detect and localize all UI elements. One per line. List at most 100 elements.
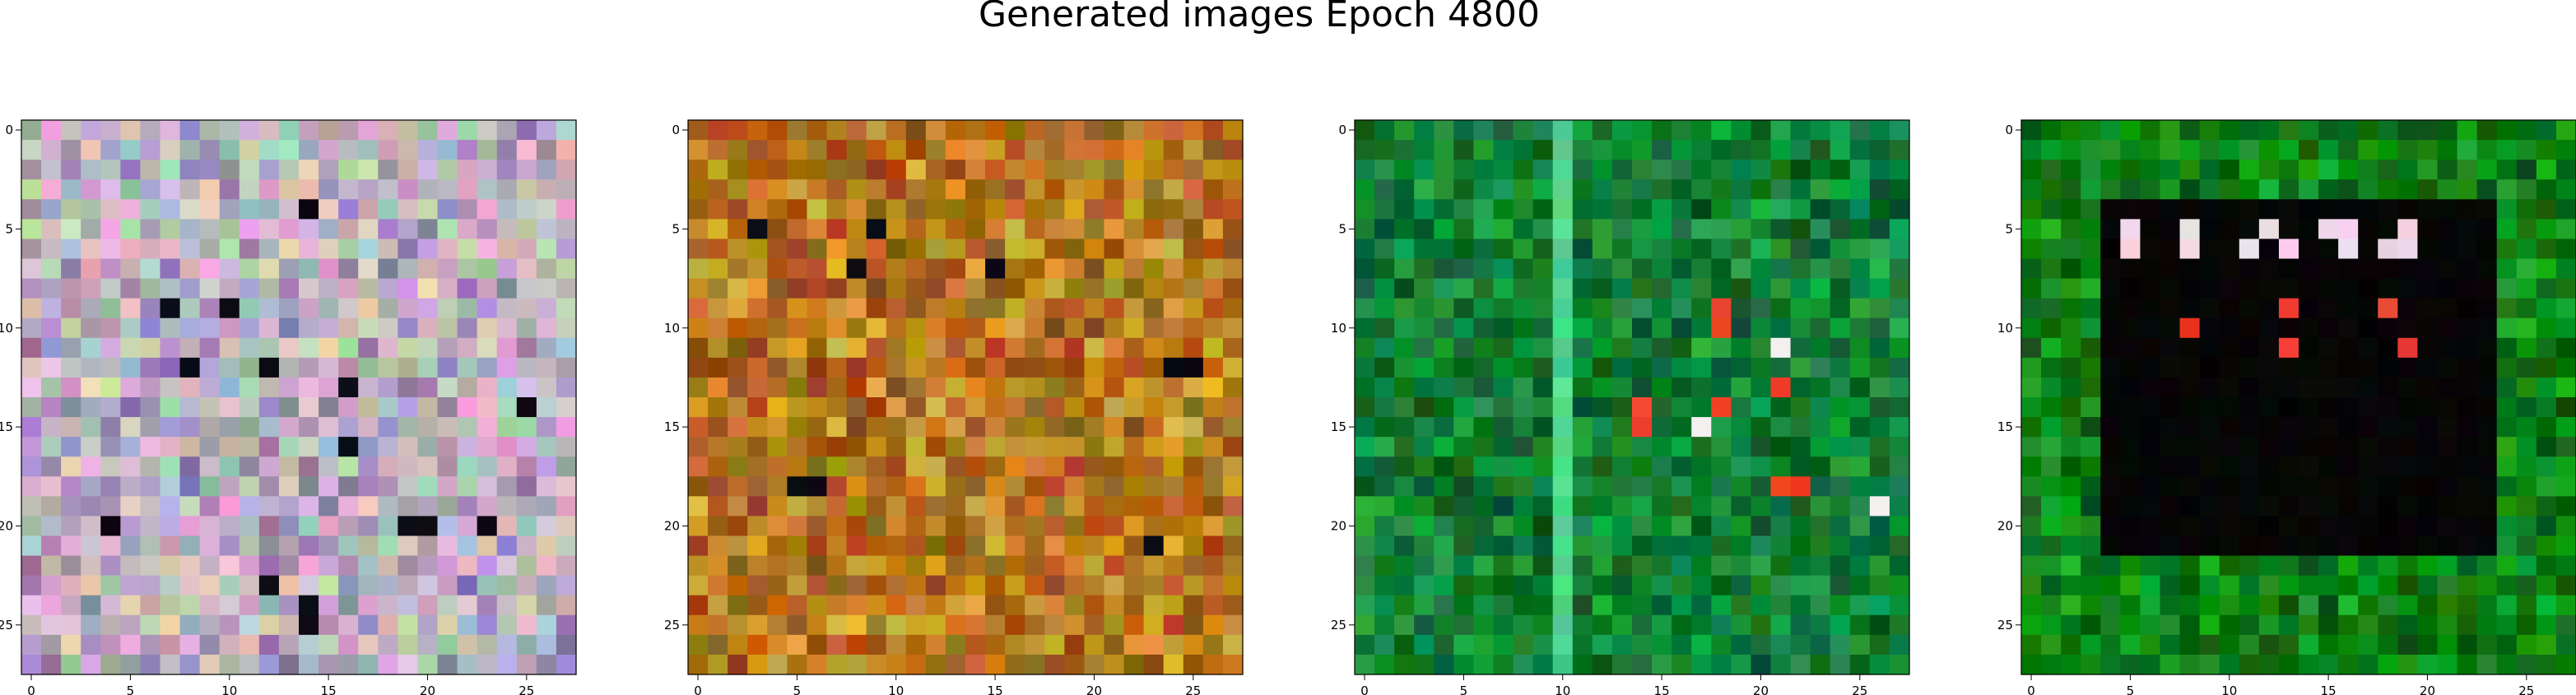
pixel-cell bbox=[2457, 160, 2478, 180]
pixel-cell bbox=[61, 575, 81, 596]
pixel-cell bbox=[1202, 496, 1224, 517]
pixel-cell bbox=[708, 397, 728, 418]
pixel-cell bbox=[1751, 634, 1772, 656]
pixel-cell bbox=[2516, 417, 2537, 438]
pixel-cell bbox=[1025, 219, 1045, 240]
pixel-cell bbox=[120, 219, 142, 240]
pixel-cell bbox=[1104, 199, 1125, 220]
pixel-cell bbox=[1572, 317, 1593, 339]
pixel-cell bbox=[516, 298, 537, 319]
pixel-cell bbox=[807, 496, 828, 517]
pixel-cell bbox=[905, 496, 927, 517]
pixel-cell bbox=[2476, 258, 2498, 280]
pixel-cell bbox=[905, 555, 927, 577]
pixel-cell bbox=[2199, 417, 2220, 438]
pixel-cell bbox=[417, 140, 439, 160]
pixel-cell bbox=[2437, 555, 2458, 577]
pixel-cell bbox=[1044, 239, 1065, 260]
pixel-cell bbox=[81, 614, 101, 636]
pixel-cell bbox=[1025, 595, 1045, 616]
pixel-cell bbox=[1143, 634, 1165, 656]
pixel-cell bbox=[417, 258, 439, 280]
pixel-cell bbox=[2160, 278, 2181, 299]
pixel-cell bbox=[1084, 634, 1105, 656]
pixel-cell bbox=[1889, 476, 1910, 497]
pixel-cell bbox=[258, 357, 280, 378]
pixel-cell bbox=[1143, 555, 1165, 577]
pixel-cell bbox=[219, 516, 240, 537]
pixel-cell bbox=[120, 377, 142, 398]
pixel-cell bbox=[239, 516, 260, 537]
pixel-cell bbox=[437, 516, 458, 537]
pixel-cell bbox=[2278, 377, 2299, 398]
pixel-cell bbox=[1222, 555, 1244, 577]
pixel-cell bbox=[536, 317, 557, 339]
pixel-cell bbox=[1770, 555, 1792, 577]
pixel-cell bbox=[1572, 634, 1593, 656]
pixel-cell bbox=[1632, 278, 1653, 299]
x-tick-label: 25 bbox=[518, 683, 534, 695]
pixel-cell bbox=[1889, 317, 1910, 339]
pixel-cell bbox=[457, 278, 478, 299]
pixel-cell bbox=[2160, 298, 2181, 319]
pixel-cell bbox=[1513, 337, 1534, 359]
pixel-cell bbox=[1374, 397, 1395, 418]
pixel-cell bbox=[2516, 595, 2537, 616]
pixel-cell bbox=[239, 496, 260, 517]
pixel-cell bbox=[1632, 476, 1653, 497]
pixel-cell bbox=[477, 199, 498, 220]
pixel-cell bbox=[556, 239, 577, 260]
pixel-cell bbox=[2338, 456, 2359, 477]
pixel-cell bbox=[1183, 219, 1204, 240]
pixel-cell bbox=[1849, 239, 1871, 260]
pixel-cell bbox=[1731, 120, 1752, 141]
pixel-cell bbox=[1123, 575, 1145, 596]
pixel-cell bbox=[2239, 120, 2260, 141]
pixel-cell bbox=[219, 634, 240, 656]
pixel-cell bbox=[278, 535, 300, 557]
pixel-cell bbox=[1355, 298, 1375, 319]
pixel-cell bbox=[199, 476, 221, 497]
pixel-cell bbox=[358, 437, 379, 457]
pixel-cell bbox=[417, 337, 439, 359]
pixel-cell bbox=[437, 496, 458, 517]
x-tick-label: 0 bbox=[694, 683, 702, 695]
pixel-cell bbox=[21, 516, 42, 537]
pixel-cell bbox=[100, 417, 121, 438]
pixel-cell bbox=[1473, 140, 1495, 160]
pixel-cell bbox=[2199, 516, 2220, 537]
pixel-cell bbox=[378, 575, 398, 596]
pixel-cell bbox=[437, 258, 458, 280]
pixel-cell bbox=[728, 179, 748, 200]
pixel-cell bbox=[1123, 634, 1145, 656]
pixel-cell bbox=[886, 258, 907, 280]
pixel-cell bbox=[905, 397, 927, 418]
pixel-cell bbox=[278, 614, 300, 636]
pixel-cell bbox=[398, 160, 419, 180]
pixel-cell bbox=[100, 298, 121, 319]
pixel-cell bbox=[2338, 298, 2359, 319]
pixel-cell bbox=[2100, 179, 2121, 200]
pixel-cell bbox=[2219, 258, 2240, 280]
pixel-cell bbox=[239, 654, 260, 675]
pixel-cell bbox=[1790, 377, 1811, 398]
y-tick-label: 5 bbox=[2005, 221, 2013, 236]
pixel-cell bbox=[41, 337, 62, 359]
pixel-cell bbox=[1183, 337, 1204, 359]
pixel-cell bbox=[1751, 595, 1772, 616]
pixel-cell bbox=[41, 476, 62, 497]
pixel-cell bbox=[1830, 437, 1851, 457]
pixel-cell bbox=[2081, 140, 2101, 160]
pixel-cell bbox=[1222, 654, 1244, 675]
pixel-cell bbox=[2338, 377, 2359, 398]
pixel-cell bbox=[1572, 179, 1593, 200]
pixel-cell bbox=[2496, 614, 2518, 636]
pixel-cell bbox=[2476, 179, 2498, 200]
pixel-cell bbox=[1104, 654, 1125, 675]
pixel-cell bbox=[278, 654, 300, 675]
pixel-cell bbox=[846, 575, 867, 596]
pixel-cell bbox=[2516, 199, 2537, 220]
pixel-cell bbox=[945, 397, 966, 418]
pixel-cell bbox=[2476, 516, 2498, 537]
pixel-cell bbox=[886, 575, 907, 596]
